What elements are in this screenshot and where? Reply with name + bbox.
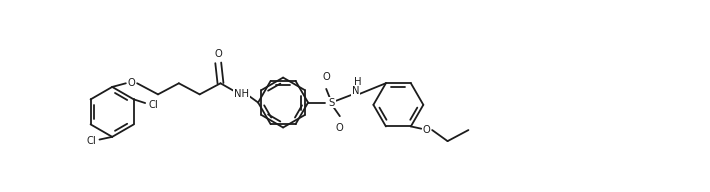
- Text: Cl: Cl: [148, 100, 158, 110]
- Text: O: O: [423, 125, 430, 135]
- Text: Cl: Cl: [87, 136, 96, 146]
- Text: NH: NH: [234, 89, 248, 99]
- Text: O: O: [214, 49, 222, 59]
- Text: N: N: [351, 86, 359, 96]
- Text: O: O: [322, 72, 330, 82]
- Text: O: O: [336, 123, 344, 133]
- Text: S: S: [329, 98, 335, 108]
- Text: O: O: [127, 78, 135, 88]
- Text: H: H: [354, 77, 361, 87]
